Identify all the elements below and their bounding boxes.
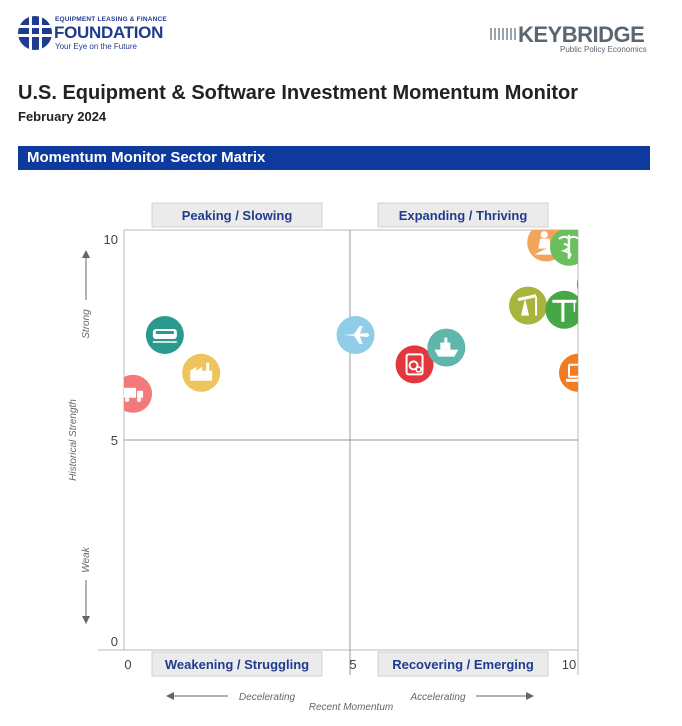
crane-icon: [545, 290, 578, 329]
logo-tagline: Your Eye on the Future: [55, 42, 137, 51]
gear-tablet-icon: [395, 345, 434, 384]
y-tick-label: 5: [111, 433, 118, 448]
sector-point-circle: [509, 286, 548, 325]
sector-point-circle: [395, 345, 434, 384]
keybridge-tagline: Public Policy Economics: [560, 45, 647, 54]
y-axis-ticks: 0 5 10: [104, 232, 118, 649]
y-axis-label: Historical Strength: [68, 399, 79, 481]
section-title: Momentum Monitor Sector Matrix: [18, 146, 650, 170]
sector-point-circle: [549, 230, 578, 266]
x-tick-label: 10: [562, 657, 576, 672]
x-direction-decelerating: Decelerating: [239, 692, 296, 703]
x-tick-label: 0: [124, 657, 131, 672]
factory-icon: [182, 353, 221, 392]
y-tick-label: 10: [104, 232, 118, 247]
medical-icon: [549, 230, 578, 266]
keybridge-logo: KEYBRIDGE Public Policy Economics: [488, 22, 648, 58]
sector-point-circle: [559, 353, 578, 392]
y-axis-annotations: Strong Historical Strength Weak: [68, 250, 92, 624]
logo-top-line: EQUIPMENT LEASING & FINANCE: [55, 16, 167, 23]
keybridge-bars-icon: [490, 28, 518, 40]
elff-logo: EQUIPMENT LEASING & FINANCE FOUNDATION Y…: [18, 14, 178, 54]
quadrant-top-left: Peaking / Slowing: [151, 202, 323, 228]
y-direction-weak: Weak: [81, 546, 92, 572]
y-direction-strong: Strong: [81, 309, 92, 339]
truck-icon: [124, 374, 153, 413]
page-date: February 2024: [18, 109, 107, 124]
x-axis-label: Recent Momentum: [309, 702, 393, 713]
quadrant-label-weakening: Weakening / Struggling: [165, 657, 309, 672]
mining-icon: [577, 279, 578, 291]
arrow-right-icon: [526, 692, 534, 700]
arrow-left-icon: [166, 692, 174, 700]
page-title: U.S. Equipment & Software Investment Mom…: [18, 82, 579, 104]
x-tick-label: 5: [349, 657, 356, 672]
quadrant-label-expanding: Expanding / Thriving: [399, 208, 528, 223]
logo-main-text: FOUNDATION: [54, 23, 164, 42]
keybridge-main-text: KEYBRIDGE: [518, 22, 645, 47]
arrow-down-icon: [82, 616, 90, 624]
quadrant-bottom-left: Weakening / Struggling: [151, 651, 323, 677]
computer-icon: [559, 353, 578, 392]
x-axis-ticks: 0 5 10: [124, 657, 576, 672]
quadrant-bottom-right: Recovering / Emerging: [377, 651, 549, 677]
x-direction-accelerating: Accelerating: [409, 692, 465, 703]
ship-icon: [427, 328, 466, 367]
y-tick-label: 0: [111, 634, 118, 649]
sector-point-circle: [577, 279, 578, 291]
sector-points: [124, 230, 578, 413]
train-icon: [145, 316, 184, 354]
arrow-up-icon: [82, 250, 90, 258]
oil-pump-icon: [509, 286, 548, 325]
x-axis-annotations: Decelerating Accelerating Recent Momentu…: [166, 692, 534, 713]
quadrant-label-recovering: Recovering / Emerging: [392, 657, 534, 672]
quadrant-label-peaking: Peaking / Slowing: [182, 208, 293, 223]
globe-icon: [18, 16, 52, 50]
quadrant-top-right: Expanding / Thriving: [377, 202, 549, 228]
airplane-icon: [336, 316, 375, 354]
